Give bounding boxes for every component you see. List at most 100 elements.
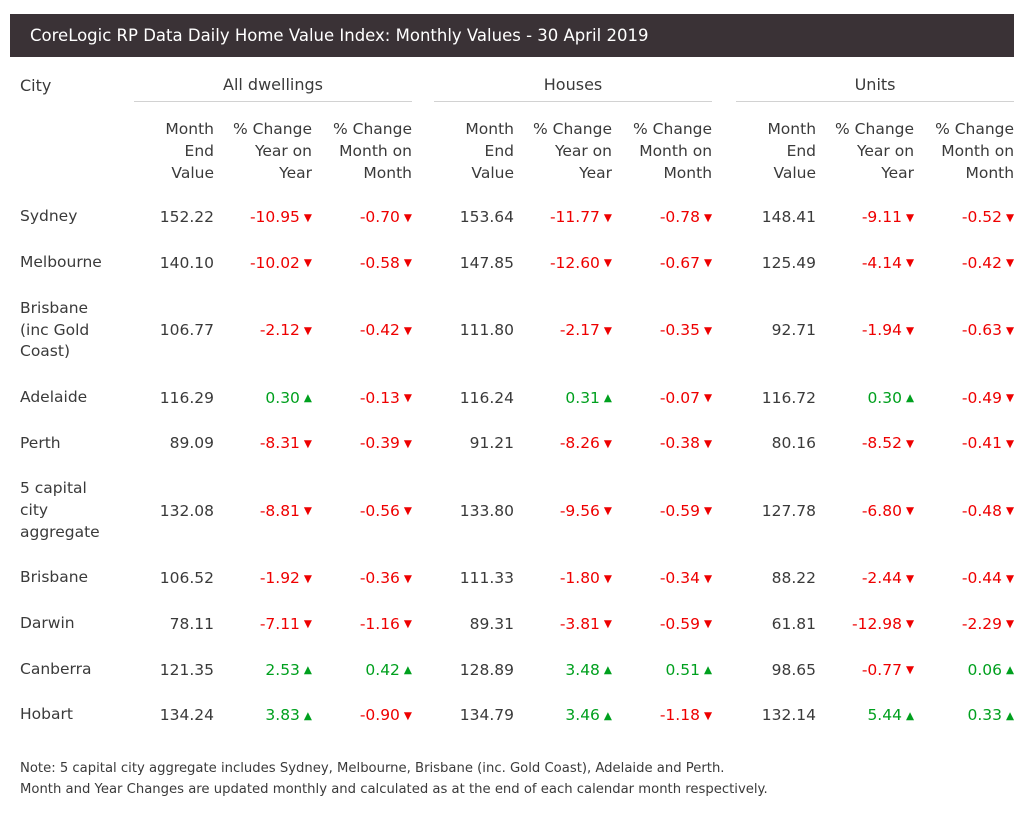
change-cell: 0.30 ▲ bbox=[816, 375, 914, 421]
table-row: Darwin 78.11 -7.11 ▼ -1.16 ▼ 89.31 -3.81 ▼ -0.59 ▼… bbox=[10, 601, 1014, 647]
change-cell: -0.78 ▼ bbox=[612, 194, 712, 240]
change-cell: -9.11 ▼ bbox=[816, 194, 914, 240]
month-end-value-cell: 106.77 bbox=[159, 321, 214, 340]
change-cell: -0.41 ▼ bbox=[914, 421, 1014, 467]
change-cell: -0.77 ▼ bbox=[816, 647, 914, 693]
change-value: 0.30 bbox=[867, 388, 902, 407]
column-header-change-yoy: % Change Year on Year bbox=[835, 120, 915, 183]
change-cell: -2.44 ▼ bbox=[816, 555, 914, 601]
change-cell: -0.56 ▼ bbox=[312, 466, 412, 555]
triangle-down-icon: ▼ bbox=[403, 572, 412, 585]
change-value: -0.07 bbox=[659, 388, 700, 407]
change-cell: -0.39 ▼ bbox=[312, 421, 412, 467]
change-value: -0.35 bbox=[659, 321, 700, 340]
group-spacer bbox=[412, 240, 434, 286]
change-value: -0.38 bbox=[659, 434, 700, 453]
change-cell: -9.56 ▼ bbox=[514, 466, 612, 555]
change-value: 0.42 bbox=[365, 660, 400, 679]
triangle-down-icon: ▼ bbox=[703, 257, 713, 270]
group-spacer bbox=[412, 375, 434, 421]
triangle-up-icon: ▲ bbox=[1005, 664, 1015, 677]
triangle-down-icon: ▼ bbox=[403, 324, 412, 337]
triangle-down-icon: ▼ bbox=[1005, 324, 1015, 337]
triangle-down-icon: ▼ bbox=[703, 324, 713, 337]
column-header-month-end-value: Month End Value bbox=[165, 120, 214, 183]
change-cell: -4.14 ▼ bbox=[816, 240, 914, 286]
month-end-value-cell: 127.78 bbox=[761, 501, 817, 520]
change-cell: -1.18 ▼ bbox=[612, 692, 712, 738]
group-spacer bbox=[712, 375, 736, 421]
change-cell: -11.77 ▼ bbox=[514, 194, 612, 240]
change-cell: -0.59 ▼ bbox=[612, 601, 712, 647]
change-cell: -1.16 ▼ bbox=[312, 601, 412, 647]
change-cell: -0.42 ▼ bbox=[312, 286, 412, 375]
triangle-down-icon: ▼ bbox=[603, 324, 612, 337]
triangle-down-icon: ▼ bbox=[303, 437, 312, 450]
change-value: -8.52 bbox=[861, 434, 902, 453]
column-header-change-mom: % Change Month on Month bbox=[333, 120, 412, 183]
change-value: -3.81 bbox=[559, 614, 600, 633]
month-end-value-cell: 89.31 bbox=[469, 614, 514, 633]
change-value: -0.90 bbox=[359, 706, 400, 725]
triangle-down-icon: ▼ bbox=[303, 324, 312, 337]
change-value: -10.95 bbox=[249, 208, 300, 227]
triangle-down-icon: ▼ bbox=[303, 572, 312, 585]
city-cell: Canberra bbox=[20, 659, 92, 678]
triangle-down-icon: ▼ bbox=[703, 505, 713, 518]
table-row: Brisbane 106.52 -1.92 ▼ -0.36 ▼ 111.33 -1.80 ▼ -0… bbox=[10, 555, 1014, 601]
change-cell: -0.13 ▼ bbox=[312, 375, 412, 421]
group-spacer bbox=[412, 194, 434, 240]
triangle-down-icon: ▼ bbox=[1005, 211, 1015, 224]
column-header-month-end-value: Month End Value bbox=[465, 120, 514, 183]
triangle-down-icon: ▼ bbox=[603, 437, 612, 450]
change-value: -9.11 bbox=[861, 208, 902, 227]
triangle-down-icon: ▼ bbox=[1005, 437, 1015, 450]
change-value: -0.56 bbox=[359, 501, 400, 520]
change-cell: -2.29 ▼ bbox=[914, 601, 1014, 647]
table-row: Sydney 152.22 -10.95 ▼ -0.70 ▼ 153.64 -11.77 ▼ -0… bbox=[10, 194, 1014, 240]
triangle-down-icon: ▼ bbox=[403, 211, 412, 224]
month-end-value-cell: 152.22 bbox=[159, 208, 214, 227]
group-spacer bbox=[412, 601, 434, 647]
change-value: 0.30 bbox=[265, 388, 300, 407]
change-value: -1.94 bbox=[861, 321, 902, 340]
change-value: 5.44 bbox=[867, 706, 902, 725]
group-spacer bbox=[412, 555, 434, 601]
month-end-value-cell: 132.08 bbox=[159, 501, 214, 520]
column-header-city: City bbox=[20, 75, 52, 95]
group-spacer bbox=[412, 692, 434, 738]
change-cell: -3.81 ▼ bbox=[514, 601, 612, 647]
change-value: -0.59 bbox=[659, 501, 700, 520]
triangle-down-icon: ▼ bbox=[905, 257, 915, 270]
change-cell: 0.31 ▲ bbox=[514, 375, 612, 421]
month-end-value-cell: 116.29 bbox=[159, 388, 214, 407]
change-value: -8.26 bbox=[559, 434, 600, 453]
triangle-down-icon: ▼ bbox=[603, 505, 612, 518]
change-value: -8.81 bbox=[259, 501, 300, 520]
triangle-up-icon: ▲ bbox=[1005, 709, 1015, 722]
change-cell: 0.33 ▲ bbox=[914, 692, 1014, 738]
change-value: 0.33 bbox=[967, 706, 1002, 725]
triangle-down-icon: ▼ bbox=[603, 572, 612, 585]
triangle-up-icon: ▲ bbox=[303, 392, 312, 405]
change-cell: -8.81 ▼ bbox=[214, 466, 312, 555]
group-header-units: Units bbox=[736, 59, 1015, 103]
triangle-down-icon: ▼ bbox=[703, 392, 713, 405]
month-end-value-cell: 78.11 bbox=[169, 614, 214, 633]
change-value: 0.31 bbox=[565, 388, 600, 407]
month-end-value-cell: 140.10 bbox=[159, 253, 214, 272]
change-cell: -2.17 ▼ bbox=[514, 286, 612, 375]
column-header-change-mom: % Change Month on Month bbox=[633, 120, 713, 183]
change-value: 3.83 bbox=[265, 706, 300, 725]
change-value: -1.16 bbox=[359, 614, 400, 633]
change-value: -12.60 bbox=[549, 253, 600, 272]
change-value: -0.39 bbox=[359, 434, 400, 453]
change-value: 3.46 bbox=[565, 706, 600, 725]
group-spacer bbox=[712, 647, 736, 693]
month-end-value-cell: 133.80 bbox=[459, 501, 514, 520]
table-row: Melbourne 140.10 -10.02 ▼ -0.58 ▼ 147.85 -12.60… bbox=[10, 240, 1014, 286]
month-end-value-cell: 148.41 bbox=[761, 208, 817, 227]
month-end-value-cell: 80.16 bbox=[771, 434, 817, 453]
change-value: 2.53 bbox=[265, 660, 300, 679]
change-value: -10.02 bbox=[249, 253, 300, 272]
